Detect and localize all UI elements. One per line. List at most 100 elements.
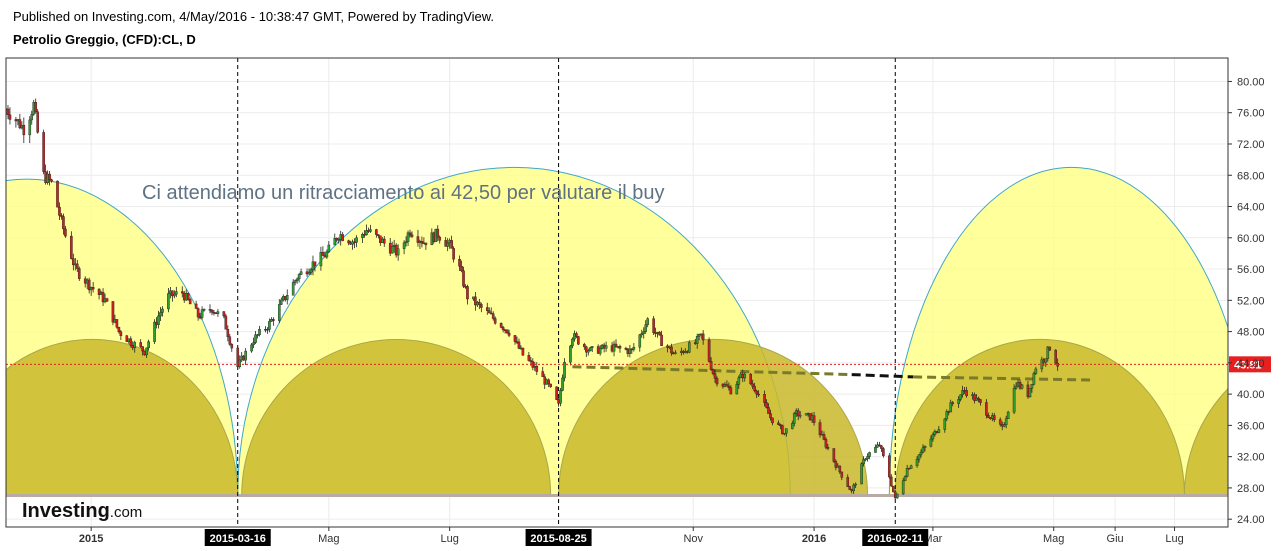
y-tick-label: 52.00 bbox=[1237, 295, 1265, 307]
candle-down bbox=[196, 308, 200, 318]
candle-up bbox=[937, 429, 941, 433]
candle-up bbox=[250, 344, 253, 352]
candle-down bbox=[460, 265, 463, 272]
candle-down bbox=[450, 240, 453, 249]
candle-up bbox=[1020, 384, 1024, 389]
last-price-tag bbox=[1229, 356, 1271, 373]
candle-up bbox=[337, 238, 341, 241]
vertical-marker-tag bbox=[525, 529, 592, 546]
candle-down bbox=[517, 341, 521, 349]
candle-down bbox=[973, 394, 976, 401]
candle-up bbox=[919, 451, 923, 456]
candle-down bbox=[210, 309, 214, 313]
candle-down bbox=[341, 234, 344, 241]
candle-down bbox=[818, 422, 822, 436]
candle-down bbox=[979, 399, 982, 403]
candle-up bbox=[612, 343, 616, 352]
candle-down bbox=[91, 287, 95, 290]
candle-up bbox=[256, 334, 259, 336]
candle-down bbox=[658, 331, 661, 336]
candle-up bbox=[1004, 418, 1008, 426]
candle-down bbox=[749, 373, 752, 385]
candle-up bbox=[238, 359, 242, 368]
y-tick-label: 24.00 bbox=[1237, 514, 1265, 526]
candle-down bbox=[660, 334, 663, 347]
candle-down bbox=[575, 333, 578, 337]
candle-down bbox=[36, 111, 39, 133]
candle-down bbox=[375, 229, 378, 235]
candle-down bbox=[8, 114, 12, 120]
candle-up bbox=[1028, 387, 1032, 398]
x-tick-label: Lug bbox=[1165, 533, 1183, 545]
logo-main: Investing bbox=[22, 500, 110, 522]
candle-up bbox=[133, 342, 137, 349]
candle-up bbox=[895, 493, 899, 499]
candle-down bbox=[42, 132, 45, 172]
candle-down bbox=[977, 397, 980, 400]
y-tick-label: 32.00 bbox=[1237, 452, 1265, 464]
candle-down bbox=[272, 319, 275, 321]
trend-line bbox=[913, 375, 1092, 382]
candle-down bbox=[75, 263, 79, 269]
candle-up bbox=[852, 484, 855, 492]
last-price-label: 43.81 bbox=[1234, 359, 1262, 371]
candle-down bbox=[416, 236, 420, 243]
candle-up bbox=[402, 242, 406, 249]
candle-down bbox=[527, 354, 531, 361]
candle-down bbox=[729, 387, 733, 395]
inner-cycle-arc bbox=[241, 338, 552, 497]
candle-down bbox=[577, 336, 580, 345]
y-tick-label: 72.00 bbox=[1237, 139, 1265, 151]
candle-up bbox=[167, 293, 170, 310]
candle-up bbox=[785, 428, 788, 434]
candle-down bbox=[541, 371, 545, 377]
candle-up bbox=[640, 333, 644, 336]
candle-up bbox=[327, 244, 331, 253]
candle-up bbox=[161, 308, 164, 313]
candle-down bbox=[382, 238, 386, 244]
y-tick-label: 48.00 bbox=[1237, 327, 1265, 339]
candle-down bbox=[22, 125, 26, 136]
candle-up bbox=[369, 229, 372, 232]
candle-up bbox=[446, 242, 449, 247]
candle-up bbox=[860, 463, 863, 485]
candle-down bbox=[779, 424, 782, 426]
candle-down bbox=[224, 315, 228, 330]
candle-down bbox=[313, 261, 317, 267]
vertical-marker-label: 2016-02-11 bbox=[867, 533, 923, 545]
candle-up bbox=[559, 390, 562, 404]
candle-up bbox=[598, 348, 602, 354]
candle-down bbox=[171, 290, 174, 297]
candle-up bbox=[561, 377, 564, 391]
candle-down bbox=[618, 346, 622, 349]
candle-down bbox=[755, 390, 758, 395]
x-tick-label: Lug bbox=[440, 533, 458, 545]
y-tick-label: 40.00 bbox=[1237, 389, 1265, 401]
candle-up bbox=[638, 334, 642, 348]
candle-up bbox=[735, 384, 739, 395]
candle-up bbox=[1032, 373, 1036, 385]
candle-up bbox=[569, 345, 572, 363]
candle-down bbox=[846, 477, 850, 487]
candle-down bbox=[480, 304, 483, 308]
candle-up bbox=[28, 119, 32, 136]
candle-up bbox=[147, 341, 150, 349]
candle-down bbox=[188, 299, 192, 305]
candle-up bbox=[175, 291, 178, 295]
candle-up bbox=[632, 346, 636, 350]
candle-up bbox=[1046, 346, 1050, 359]
candle-down bbox=[180, 291, 184, 294]
candle-down bbox=[769, 413, 772, 419]
candle-up bbox=[901, 480, 905, 495]
published-caption: Published on Investing.com, 4/May/2016 -… bbox=[13, 9, 495, 24]
x-tick-label: Mag bbox=[1043, 533, 1064, 545]
candle-down bbox=[77, 268, 81, 279]
candle-down bbox=[474, 296, 477, 306]
trend-lines bbox=[572, 365, 1092, 382]
y-tick-label: 68.00 bbox=[1237, 170, 1265, 182]
candle-up bbox=[351, 241, 354, 245]
candle-up bbox=[1030, 384, 1034, 389]
candle-up bbox=[396, 248, 400, 256]
candle-down bbox=[907, 468, 911, 470]
